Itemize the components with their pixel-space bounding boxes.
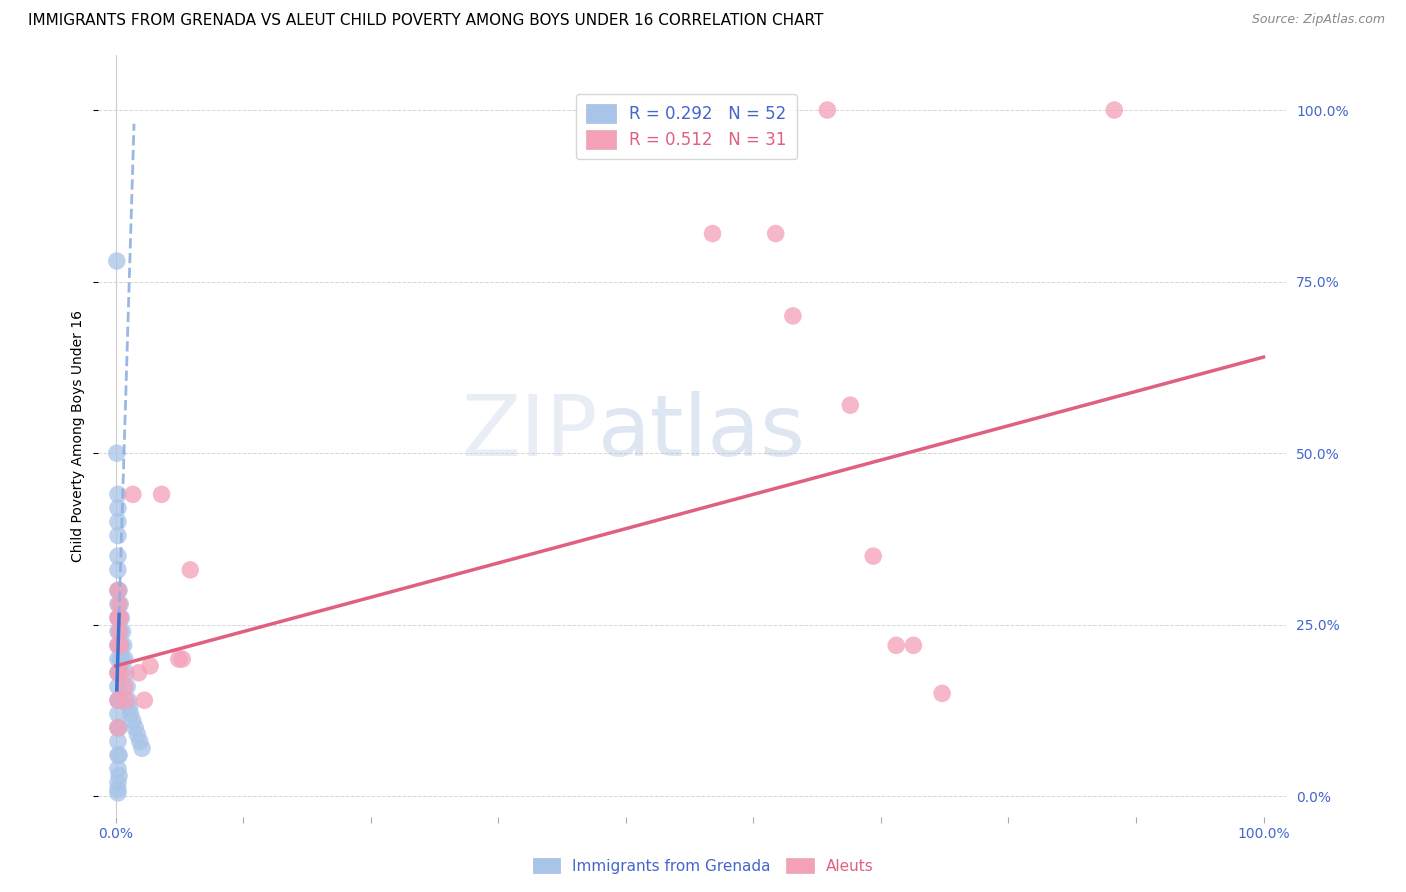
Point (112, 638, 135, 652)
Point (179, 563, 201, 577)
Point (107, 583, 129, 598)
Point (114, 652, 136, 666)
Point (107, 501, 129, 516)
Point (107, 624, 129, 639)
Point (128, 734, 150, 748)
Point (108, 624, 131, 639)
Text: Source: ZipAtlas.com: Source: ZipAtlas.com (1251, 13, 1385, 27)
Point (107, 775, 129, 789)
Point (108, 611, 131, 625)
Point (110, 652, 132, 666)
Point (107, 748, 129, 763)
Point (765, 227, 787, 241)
Point (107, 721, 129, 735)
Point (107, 652, 129, 666)
Point (862, 549, 884, 563)
Point (110, 638, 132, 652)
Point (122, 714, 145, 728)
Point (107, 563, 129, 577)
Point (108, 721, 131, 735)
Point (108, 693, 131, 707)
Point (122, 487, 145, 501)
Point (107, 638, 129, 652)
Legend: Immigrants from Grenada, Aleuts: Immigrants from Grenada, Aleuts (526, 852, 880, 880)
Point (127, 727, 149, 741)
Point (108, 665, 131, 680)
Point (107, 721, 129, 735)
Point (105, 254, 128, 268)
Point (172, 652, 194, 666)
Point (107, 665, 129, 680)
Point (782, 309, 804, 323)
Text: ZIP: ZIP (461, 391, 598, 474)
Point (128, 665, 150, 680)
Point (107, 706, 129, 721)
Point (1104, 103, 1126, 117)
Legend: R = 0.292   N = 52, R = 0.512   N = 31: R = 0.292 N = 52, R = 0.512 N = 31 (576, 94, 797, 159)
Point (107, 680, 129, 694)
Point (108, 583, 131, 598)
Point (107, 583, 129, 598)
Point (111, 652, 134, 666)
Point (107, 693, 129, 707)
Point (110, 665, 132, 680)
Point (107, 528, 129, 542)
Point (108, 597, 131, 611)
Point (120, 706, 142, 721)
Point (903, 638, 925, 652)
Point (118, 700, 141, 714)
Point (107, 515, 129, 529)
Point (702, 227, 724, 241)
Point (115, 665, 138, 680)
Text: atlas: atlas (598, 391, 806, 474)
Point (108, 769, 131, 783)
Point (107, 782, 129, 797)
Point (107, 549, 129, 563)
Point (108, 638, 131, 652)
Point (124, 721, 146, 735)
Y-axis label: Child Poverty Among Boys Under 16: Child Poverty Among Boys Under 16 (72, 310, 86, 562)
Point (117, 693, 139, 707)
Point (150, 487, 173, 501)
Point (110, 611, 132, 625)
Point (105, 446, 128, 460)
Point (107, 611, 129, 625)
Point (110, 638, 132, 652)
Point (107, 734, 129, 748)
Point (107, 487, 129, 501)
Point (110, 624, 132, 639)
Point (115, 693, 138, 707)
Point (815, 103, 838, 117)
Point (110, 611, 132, 625)
Point (107, 638, 129, 652)
Point (111, 624, 134, 639)
Point (107, 762, 129, 776)
Point (108, 748, 131, 763)
Point (839, 398, 862, 412)
Point (884, 638, 907, 652)
Point (139, 659, 162, 673)
Point (931, 686, 953, 700)
Point (167, 652, 190, 666)
Point (107, 611, 129, 625)
Point (107, 597, 129, 611)
Point (107, 665, 129, 680)
Point (115, 680, 138, 694)
Text: IMMIGRANTS FROM GRENADA VS ALEUT CHILD POVERTY AMONG BOYS UNDER 16 CORRELATION C: IMMIGRANTS FROM GRENADA VS ALEUT CHILD P… (28, 13, 824, 29)
Point (107, 786, 129, 800)
Point (131, 741, 153, 756)
Point (110, 597, 132, 611)
Point (114, 680, 136, 694)
Point (107, 693, 129, 707)
Point (134, 693, 156, 707)
